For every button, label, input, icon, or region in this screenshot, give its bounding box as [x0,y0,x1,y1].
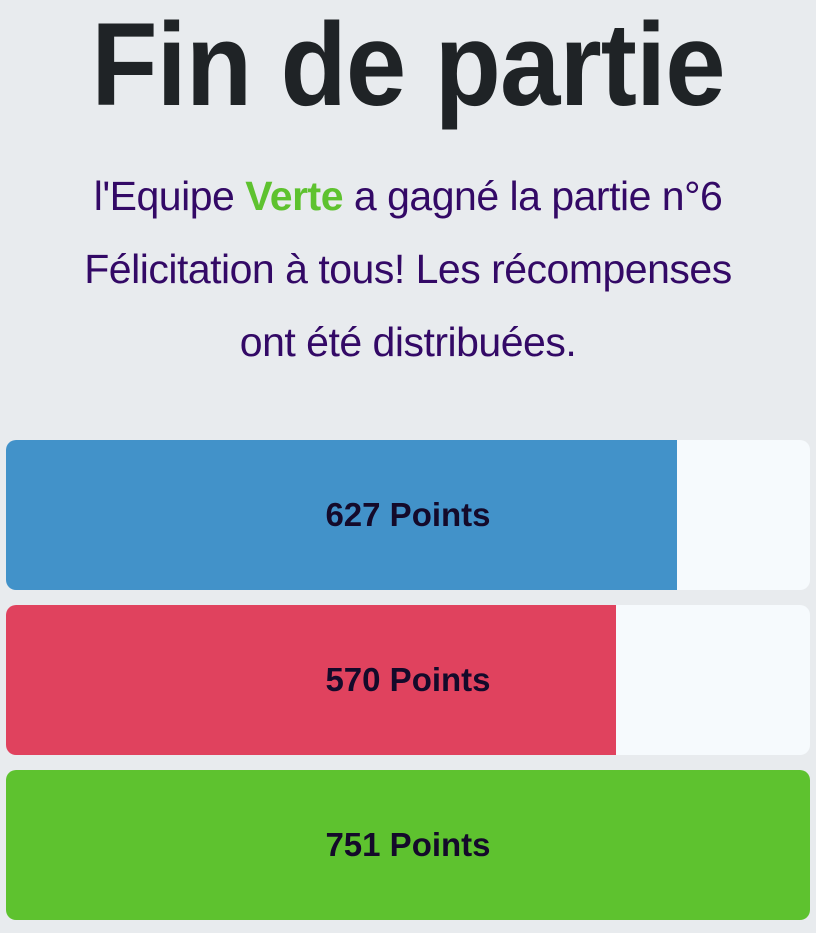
message-prefix: l'Equipe [93,173,246,219]
team-score-bar-green: 751 Points [6,770,810,920]
score-label: 627 Points [325,496,491,533]
message-line-2: Félicitation à tous! Les récompenses [84,246,732,292]
page-title: Fin de partie [91,0,725,131]
winner-team: Verte [245,173,344,219]
team-score-bar-red: 570 Points [6,605,810,755]
score-label: 751 Points [325,826,491,863]
message-line-3: ont été distribuées. [239,319,577,365]
score-fill [6,440,678,590]
score-label: 570 Points [325,661,491,698]
score-fill [6,605,617,755]
message-suffix: a gagné la partie n°6 [343,173,723,219]
score-fill [6,770,810,920]
result-message: l'Equipe Verte a gagné la partie n°6 Fél… [0,160,816,379]
team-score-bar-blue: 627 Points [6,440,810,590]
